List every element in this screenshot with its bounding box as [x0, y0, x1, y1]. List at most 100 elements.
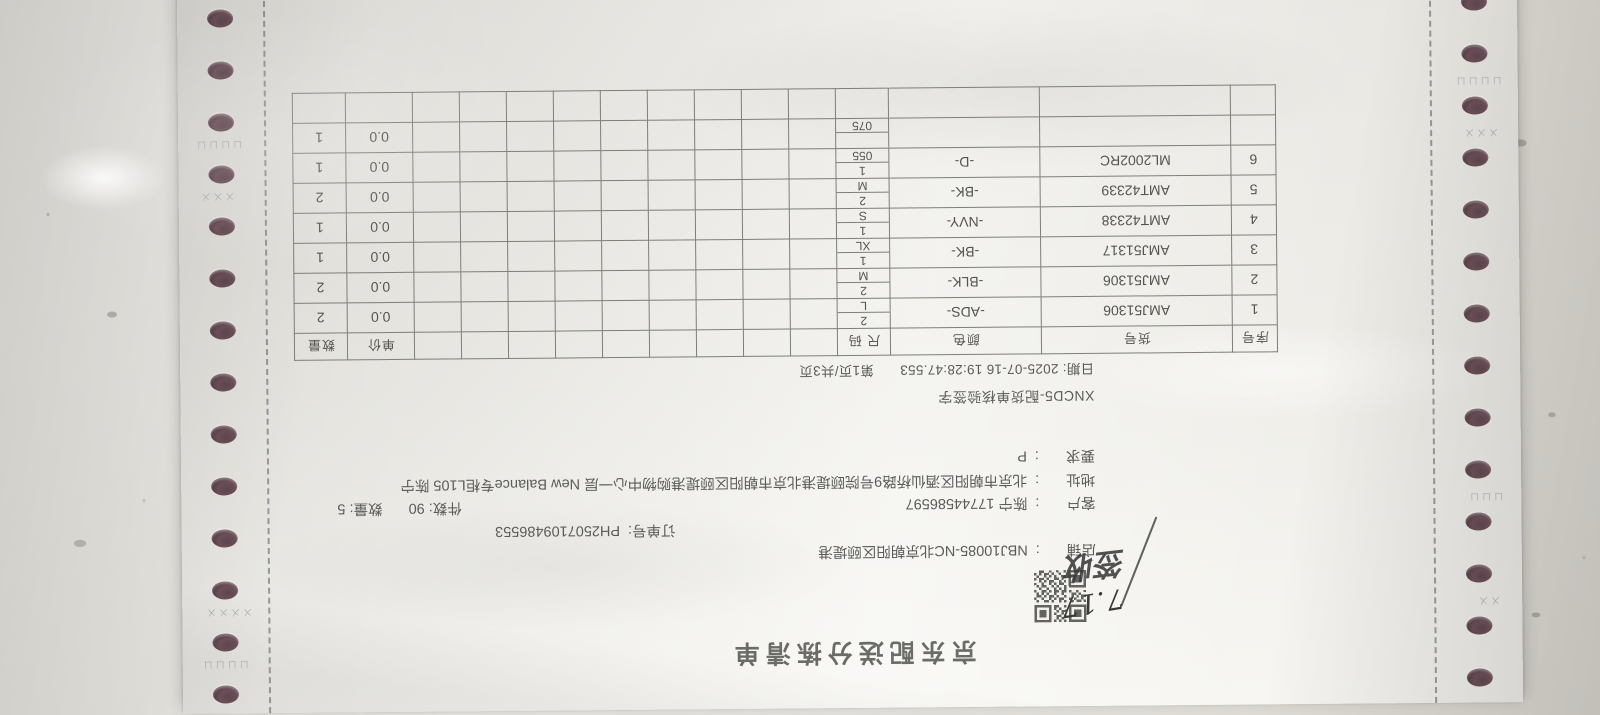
- cell-blank: [414, 301, 462, 333]
- feed-hole: [207, 61, 234, 80]
- header-blank: [555, 330, 603, 359]
- cell-blank: [555, 300, 603, 332]
- feed-hole: [1466, 668, 1493, 687]
- cell-seq: 6: [1230, 144, 1277, 176]
- cell-size: 1 XL: [836, 238, 890, 269]
- cell-code: AMJ51306: [1041, 295, 1233, 327]
- pieces-label: 件数: [432, 499, 462, 516]
- feed-hole: [209, 321, 236, 340]
- cell-color: -BK-: [889, 236, 1041, 269]
- cell-blank: [648, 179, 696, 211]
- cell-blank: [647, 149, 696, 181]
- feed-hole: [1462, 148, 1489, 167]
- cell-code: AMJ51306: [1040, 265, 1233, 297]
- feed-hole: [1463, 304, 1490, 323]
- colon: :: [627, 521, 633, 538]
- cell-color: -BK-: [889, 176, 1041, 209]
- page-title: 京东配送分拣清单: [728, 636, 977, 668]
- cell-blank: [696, 299, 744, 330]
- cell-blank: [742, 179, 790, 210]
- feed-hole: [208, 165, 235, 184]
- tractor-feed-strip-left: ㄨㄨ ㄩㄩㄩ ㄨㄨㄨ ㄩㄩㄩㄩ: [1425, 0, 1523, 703]
- colon: :: [1035, 470, 1040, 487]
- cell-blank: [648, 269, 697, 301]
- feed-hole: [1465, 564, 1493, 583]
- cell-blank: [554, 270, 603, 302]
- cell-blank: [507, 241, 555, 272]
- feed-hole: [1461, 44, 1488, 63]
- cell-color: [888, 116, 1040, 149]
- feed-hole: [1465, 512, 1492, 531]
- cell-size: 1 055: [835, 148, 890, 179]
- cell-blank: [741, 149, 790, 180]
- order-value: PH2507109486553: [495, 521, 621, 539]
- address-label: 地址: [1066, 470, 1096, 487]
- cell-blank: [553, 120, 601, 152]
- cell-blank: [459, 151, 508, 182]
- cell-blank: [413, 181, 461, 213]
- header-code: 货号: [1041, 325, 1233, 354]
- cell-blank: [648, 209, 696, 241]
- cell-qty: 1: [293, 212, 347, 244]
- cell-price: 0.0: [346, 212, 414, 243]
- cell-blank: [741, 119, 789, 150]
- cell-size-value: M: [858, 269, 869, 284]
- cell-blank: [292, 92, 346, 124]
- cell-blank: [506, 151, 555, 182]
- cell-price: 0.0: [347, 302, 415, 333]
- weight-value: 5: [337, 500, 346, 517]
- header-blank: [602, 330, 650, 358]
- section-label: XNCD5-配货单核验签字: [937, 387, 1095, 406]
- header-qty: 数量: [294, 332, 348, 361]
- colon: :: [424, 499, 433, 516]
- feed-edge-mark: ㄨㄨㄨ: [198, 190, 235, 201]
- cell-size-qty: 2: [837, 282, 890, 299]
- cell-blank: [649, 299, 697, 331]
- cell-price: 0.0: [346, 182, 414, 213]
- cell-blank: [412, 121, 460, 153]
- cell-blank: [506, 121, 554, 152]
- header-size: 尺 码: [837, 328, 891, 356]
- feed-hole: [1461, 96, 1488, 115]
- cell-code: [1039, 115, 1231, 147]
- qr-code[interactable]: [1033, 569, 1087, 623]
- store-label: 店铺: [1066, 540, 1096, 558]
- tractor-feed-strip-right: ㄩㄩㄩㄩ ㄨㄨㄨㄨ ㄨㄨㄨ ㄩㄩㄩㄩ: [177, 0, 275, 714]
- header-blank: [696, 329, 744, 357]
- feed-hole: [1462, 200, 1489, 219]
- cell-blank: [1039, 85, 1231, 117]
- cell-blank: [742, 269, 791, 300]
- pieces-value: 90: [408, 499, 425, 516]
- cell-size-qty: 1: [836, 222, 890, 239]
- cell-size-value: 055: [852, 149, 873, 164]
- customer-value: 陈宁 17744586597: [905, 494, 1028, 512]
- weight-label: 数量: [353, 500, 383, 517]
- cell-size-qty: 1: [836, 162, 889, 179]
- header-blank: [743, 329, 791, 357]
- picking-list-paper: ㄨㄨ ㄩㄩㄩ ㄨㄨㄨ ㄩㄩㄩㄩ ㄩㄩㄩㄩ ㄨㄨㄨㄨ ㄨㄨㄨ ㄩㄩㄩㄩ: [176, 0, 1524, 714]
- feed-edge-mark: ㄩㄩㄩㄩ: [200, 658, 249, 669]
- cell-color: -BLK-: [889, 266, 1042, 299]
- cell-price: 0.0: [345, 122, 413, 153]
- cell-blank: [788, 118, 836, 150]
- cell-qty: 1: [293, 242, 347, 274]
- cell-blank: [459, 121, 507, 152]
- cell-blank: [742, 209, 790, 240]
- cell-qty: 1: [292, 122, 346, 154]
- order-meta-block: 店铺 : NBJ10085-NC北京朝阳区颐堤港 订单号 : PH2507109…: [337, 442, 1096, 566]
- cell-blank: [789, 268, 838, 300]
- items-table: 序号 货号 颜色 尺 码 单价 数量: [292, 84, 1278, 361]
- cell-seq: 2: [1231, 264, 1278, 296]
- cell-blank: [695, 209, 743, 240]
- feed-hole: [1464, 408, 1491, 427]
- feed-hole: [1465, 460, 1492, 479]
- cell-blank: [554, 180, 602, 212]
- cell-size-qty: 2: [837, 312, 890, 329]
- cell-blank: [413, 211, 461, 243]
- cell-size-value: XL: [855, 239, 871, 254]
- cell-blank: [647, 89, 695, 121]
- header-blank: [790, 328, 838, 357]
